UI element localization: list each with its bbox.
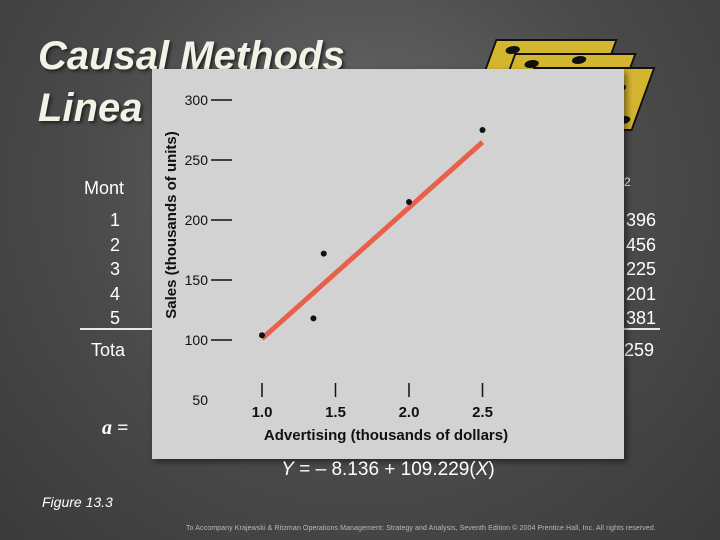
data-point: [406, 199, 412, 205]
month-column: 1 2 3 4 5: [95, 208, 135, 331]
y-tick-label: 250: [185, 152, 209, 168]
partial-column: 396 456 225 201 381: [608, 208, 656, 331]
y-tick-label: 100: [185, 332, 209, 348]
data-point: [259, 332, 265, 339]
total-label: Tota: [91, 340, 126, 360]
month-cell: 3: [109, 259, 120, 279]
y-tick-label: 200: [185, 212, 209, 228]
partial-total: 259: [624, 340, 655, 360]
x-tick-label: 1.5: [325, 404, 346, 421]
partial-cell: 225: [625, 259, 656, 279]
month-cell: 2: [109, 234, 120, 255]
y-axis-label: Sales (thousands of units): [163, 131, 180, 319]
table-rule-right: [624, 328, 660, 330]
x-tick-label: 1.0: [252, 404, 273, 421]
partial-column-header: 2: [624, 175, 631, 189]
y-tick-label: 50: [192, 392, 208, 408]
month-cell: 4: [109, 283, 120, 304]
footer-credit: To Accompany Krajewski & Ritzman Operati…: [186, 525, 656, 532]
partial-cell: 381: [625, 308, 656, 328]
data-point: [479, 127, 486, 133]
equation-y: Y: [281, 459, 294, 480]
scatter-chart: 300 250 200 150 100 50 1.0 1.5 2.0 2.5 Advertising…: [163, 92, 508, 444]
partial-cell: 201: [625, 283, 656, 304]
partial-cell: 456: [625, 234, 656, 255]
y-tick-label: 150: [185, 272, 209, 288]
month-cell: 1: [109, 210, 120, 230]
data-point: [310, 315, 317, 322]
equation-x: X: [475, 459, 489, 480]
x-tick-label: 2.0: [399, 404, 420, 421]
title-line-2: Linea: [38, 86, 143, 130]
month-cell: 5: [109, 308, 120, 328]
month-column-header: Mont: [84, 178, 125, 198]
y-tick-label: 300: [185, 92, 209, 108]
x-tick-label: 2.5: [472, 404, 493, 421]
equation-body: = – 8.136 + 109.229(: [293, 459, 476, 480]
table-rule-left: [80, 328, 152, 330]
chart-panel: 300 250 200 150 100 50 1.0 1.5 2.0 2.5 Advertising…: [152, 69, 624, 480]
x-axis-label: Advertising (thousands of dollars): [264, 427, 508, 444]
regression-line: [260, 140, 485, 341]
figure-label: Figure 13.3: [42, 494, 113, 510]
partial-cell: 396: [625, 210, 656, 230]
data-point: [320, 250, 327, 257]
regression-equation: Y = – 8.136 + 109.229(X): [152, 459, 624, 481]
a-equation: a =: [102, 417, 129, 439]
equation-end: ): [488, 459, 495, 480]
